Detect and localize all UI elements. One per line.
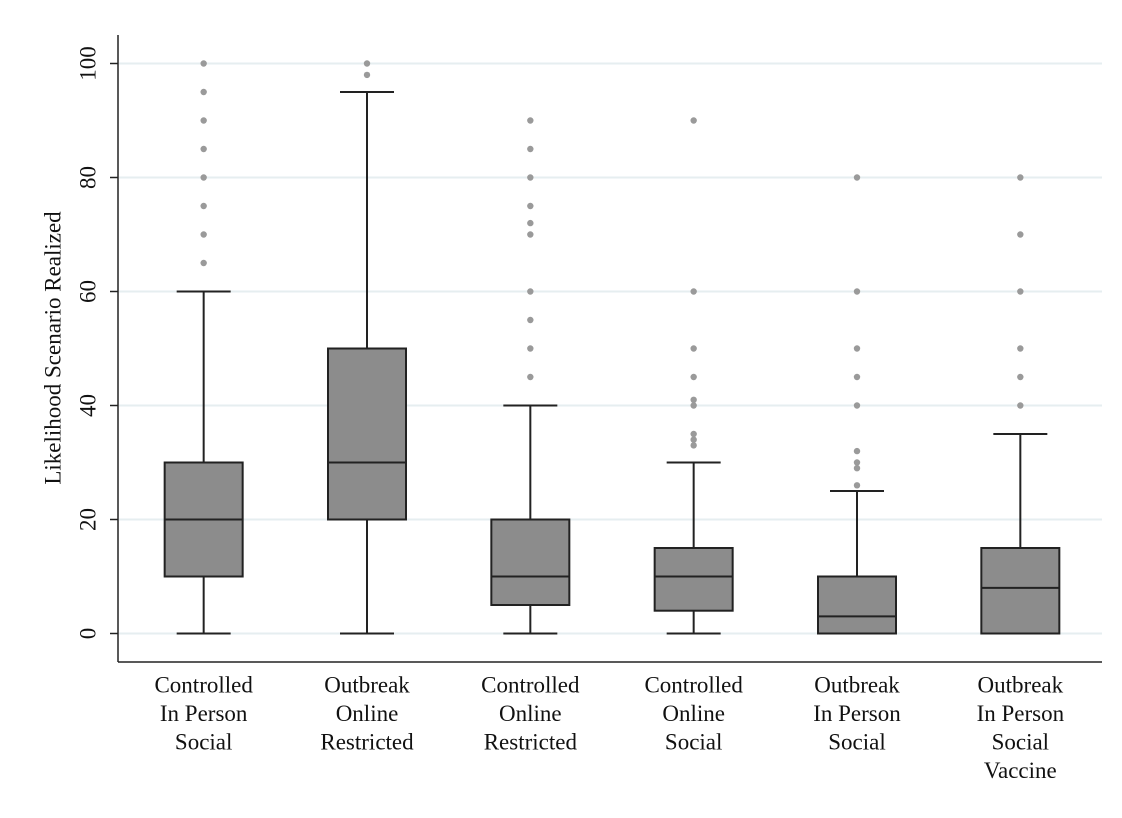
outlier xyxy=(853,174,861,181)
outlier xyxy=(527,231,534,238)
x-tick-label: Outbreak xyxy=(324,672,410,697)
x-tick-label: Outbreak xyxy=(978,672,1064,697)
y-tick-label: 0 xyxy=(75,628,100,640)
outlier xyxy=(200,231,207,238)
outlier xyxy=(853,373,861,381)
outlier xyxy=(853,402,861,409)
x-tick-label: Vaccine xyxy=(984,758,1057,783)
x-tick-label: In Person xyxy=(977,701,1065,726)
y-tick-label: 20 xyxy=(75,508,100,531)
outlier xyxy=(200,145,207,153)
outlier xyxy=(690,442,697,449)
box xyxy=(327,347,407,521)
outlier xyxy=(527,219,534,227)
outlier xyxy=(690,117,697,124)
outlier xyxy=(690,436,697,443)
y-axis-title: Likelihood Scenario Realized xyxy=(40,211,65,485)
outlier xyxy=(527,174,534,181)
x-tick-label: Social xyxy=(665,729,723,754)
box xyxy=(653,547,734,612)
outlier xyxy=(200,88,207,96)
box xyxy=(490,518,571,606)
outlier xyxy=(363,71,371,79)
outlier xyxy=(200,60,207,67)
outlier xyxy=(527,316,534,324)
outlier xyxy=(853,288,861,295)
outlier xyxy=(527,288,534,295)
x-tick-label: Restricted xyxy=(320,729,414,754)
outlier xyxy=(527,202,534,210)
x-tick-label: Controlled xyxy=(481,672,580,697)
x-tick-label: Controlled xyxy=(154,672,253,697)
outlier xyxy=(527,373,534,381)
y-tick-label: 60 xyxy=(75,280,100,303)
outlier xyxy=(690,402,697,409)
outlier xyxy=(1017,174,1024,181)
x-tick-label: Social xyxy=(175,729,233,754)
outlier xyxy=(853,345,861,352)
x-tick-label: In Person xyxy=(813,701,901,726)
box xyxy=(817,575,897,635)
outlier xyxy=(853,447,861,455)
outlier xyxy=(690,345,697,352)
y-tick-label: 40 xyxy=(75,394,100,417)
outlier xyxy=(1017,231,1024,238)
x-tick-label: Controlled xyxy=(644,672,743,697)
y-tick-label: 100 xyxy=(75,46,100,81)
y-tick-label: 80 xyxy=(75,166,100,189)
x-tick-label: In Person xyxy=(160,701,248,726)
outlier xyxy=(200,174,207,181)
x-tick-label: Social xyxy=(992,729,1050,754)
outlier xyxy=(527,117,534,124)
x-tick-label: Online xyxy=(662,701,725,726)
outlier xyxy=(527,145,534,153)
outlier xyxy=(1017,402,1024,409)
outlier xyxy=(690,373,697,381)
x-tick-label: Outbreak xyxy=(814,672,900,697)
outlier xyxy=(690,396,697,403)
x-tick-label: Online xyxy=(336,701,399,726)
x-tick-label: Restricted xyxy=(484,729,578,754)
outlier xyxy=(200,259,207,267)
outlier xyxy=(1017,345,1024,352)
x-tick-label: Online xyxy=(499,701,562,726)
outlier xyxy=(853,459,861,466)
box xyxy=(980,547,1061,635)
outlier xyxy=(690,430,697,438)
outlier xyxy=(1017,288,1024,295)
x-tick-label: Social xyxy=(828,729,886,754)
outlier xyxy=(200,117,207,124)
outlier xyxy=(853,465,861,472)
outlier xyxy=(200,202,207,210)
outlier xyxy=(853,482,861,489)
outlier xyxy=(527,345,534,352)
outlier xyxy=(1017,373,1024,381)
outlier xyxy=(690,288,697,295)
outlier xyxy=(363,60,371,67)
